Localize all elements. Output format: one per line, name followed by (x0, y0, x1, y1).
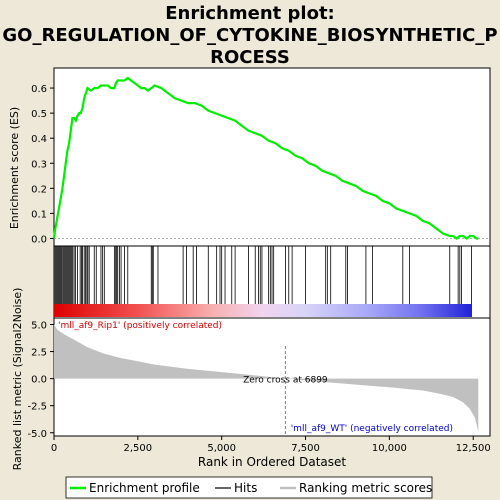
positive-correlation-label: 'mll_af9_Rip1' (positively correlated) (58, 321, 222, 331)
legend-box (65, 476, 433, 499)
rm-y-tick-label: 2.5 (31, 348, 47, 359)
legend-enrichment-label: Enrichment profile (89, 481, 200, 495)
es-y-tick-label: 0.0 (31, 234, 47, 245)
x-tick-label: 2,500 (124, 443, 153, 454)
rm-y-tick-label: -5.0 (27, 429, 47, 440)
negative-correlation-label: 'mll_af9_WT' (negatively correlated) (291, 424, 453, 434)
es-y-tick-label: 0.4 (31, 134, 47, 145)
es-y-tick-label: 0.6 (31, 84, 47, 95)
enrichment-profile-line (52, 76, 479, 240)
ranking-color-bar (54, 304, 472, 317)
zero-cross-label: Zero cross at 6899 (243, 376, 328, 386)
legend-ranking-label: Ranking metric scores (299, 481, 432, 495)
legend-hits-label: Hits (234, 481, 257, 495)
x-axis-label: Rank in Ordered Dataset (198, 455, 346, 469)
ranking-metric-area (54, 324, 479, 432)
x-tick-label: 7,500 (291, 443, 320, 454)
es-y-tick-label: 0.5 (31, 109, 47, 120)
rm-y-tick-label: -2.5 (27, 402, 47, 413)
rm-y-tick-label: 5.0 (31, 320, 47, 331)
plot-title-line-2: GO_REGULATION_OF_CYTOKINE_BIOSYNTHETIC_P (2, 25, 497, 46)
enrichment-panel (53, 67, 491, 247)
x-tick-label: 12,500 (456, 443, 491, 454)
plot-title-line-1: Enrichment plot: (165, 3, 335, 24)
es-y-tick-label: 0.1 (31, 209, 47, 220)
rm-y-tick-label: 0.0 (31, 375, 47, 386)
plot-title-line-3: ROCESS (210, 47, 290, 68)
es-y-tick-label: 0.3 (31, 159, 47, 170)
x-tick-label: 10,000 (372, 443, 407, 454)
x-tick-label: 0 (51, 443, 57, 454)
rm-y-axis-label: Ranked list metric (Signal2Noise) (11, 288, 24, 471)
es-y-tick-label: 0.2 (31, 184, 47, 195)
es-y-axis-label: Enrichment score (ES) (8, 107, 21, 229)
x-tick-label: 5,000 (207, 443, 236, 454)
